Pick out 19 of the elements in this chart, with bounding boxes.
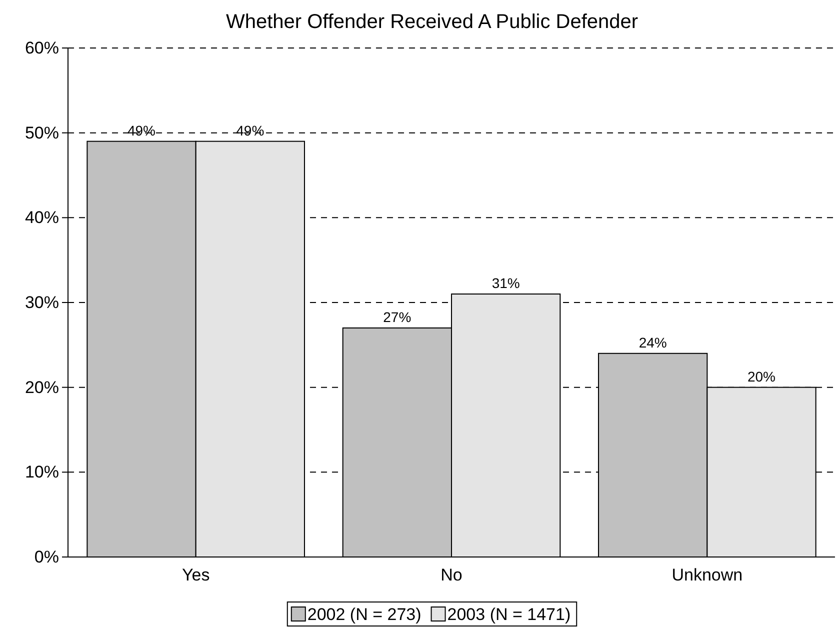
y-tick-label: 30%	[24, 292, 59, 312]
legend-label: 2003 (N = 1471)	[447, 605, 571, 624]
y-tick-label: 60%	[24, 38, 59, 58]
data-label: 27%	[383, 308, 412, 325]
y-tick-label: 0%	[34, 547, 59, 566]
data-label: 49%	[127, 122, 156, 138]
chart-title: Whether Offender Received A Public Defender	[226, 11, 638, 33]
y-tick-label: 40%	[24, 208, 59, 228]
y-tick-label: 50%	[24, 123, 59, 142]
data-label: 20%	[747, 368, 776, 384]
y-tick-label: 10%	[24, 462, 59, 482]
x-tick-label: Unknown	[672, 565, 743, 584]
data-label: 24%	[638, 334, 667, 350]
legend-label: 2002 (N = 273)	[307, 605, 422, 624]
data-label: 31%	[492, 275, 520, 292]
x-tick-label: No	[440, 565, 462, 584]
data-label: 49%	[236, 122, 264, 138]
y-tick-label: 20%	[24, 378, 59, 397]
x-tick-label: Yes	[182, 565, 210, 584]
